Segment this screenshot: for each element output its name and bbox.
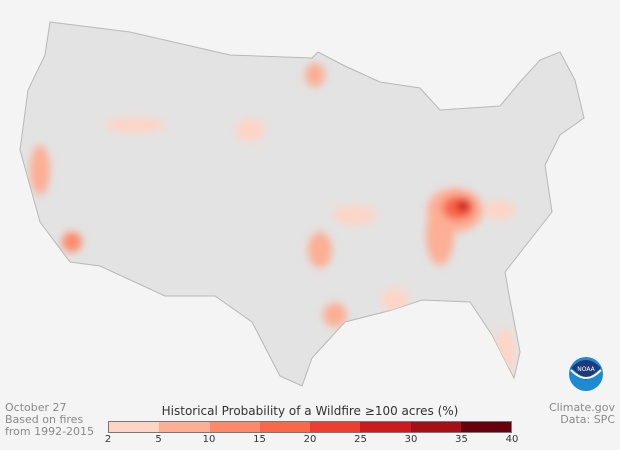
legend-colorbar xyxy=(108,421,512,433)
fire-area xyxy=(485,200,515,220)
legend-tick: 10 xyxy=(202,434,216,445)
legend-swatch xyxy=(460,422,511,432)
fire-area xyxy=(495,328,515,372)
legend-swatch xyxy=(109,422,160,432)
fire-area xyxy=(426,205,454,265)
legend-tick: 5 xyxy=(155,434,162,445)
legend-swatch xyxy=(159,422,210,432)
basis-line-1: Based on fires xyxy=(5,413,84,426)
legend-tick: 40 xyxy=(505,434,519,445)
fire-area xyxy=(381,288,409,312)
us-wildfire-probability-map xyxy=(19,21,585,387)
source-label: Data: SPC xyxy=(560,413,615,426)
fire-area xyxy=(62,232,82,252)
legend-tick: 25 xyxy=(354,434,367,445)
fire-area xyxy=(305,63,325,87)
basis-line-2: from 1992-2015 xyxy=(5,425,95,438)
fire-area xyxy=(105,117,165,133)
fire-area xyxy=(323,303,347,327)
legend-swatch xyxy=(259,422,310,432)
noaa-logo: NOAA xyxy=(568,356,604,396)
legend-swatch xyxy=(310,422,361,432)
date-label: October 27 xyxy=(5,401,67,414)
fire-area xyxy=(333,205,377,225)
legend-tick: 20 xyxy=(303,434,317,445)
legend-tick: 30 xyxy=(404,434,418,445)
svg-text:NOAA: NOAA xyxy=(577,366,595,373)
legend-swatch xyxy=(209,422,260,432)
legend-swatch xyxy=(360,422,411,432)
credit-label: Climate.gov xyxy=(548,401,615,414)
legend-tick: 15 xyxy=(253,434,266,445)
legend-tick: 2 xyxy=(104,434,112,445)
legend-tick: 35 xyxy=(455,434,468,445)
legend-swatch xyxy=(410,422,461,432)
fire-area xyxy=(235,118,265,142)
fire-area xyxy=(308,232,332,268)
legend-title: Historical Probability of a Wildfire ≥10… xyxy=(161,404,459,418)
fire-area xyxy=(30,145,50,195)
fire-area xyxy=(456,200,470,212)
